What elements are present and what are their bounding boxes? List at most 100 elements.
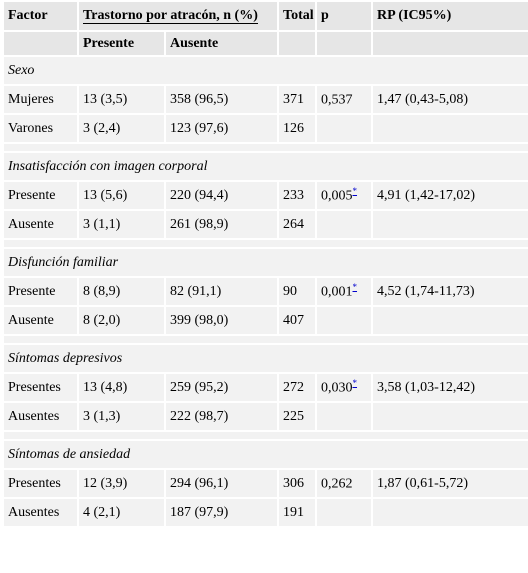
cell-ausente: 261 (98,9) (166, 211, 278, 238)
group-spacer (4, 144, 528, 151)
group-header-row: Insatisfacción con imagen corporal (4, 153, 528, 180)
table-row: Ausente 3 (1,1) 261 (98,9) 264 (4, 211, 528, 238)
cell-rp: 1,47 (0,43-5,08) (373, 86, 528, 113)
cell-total: 191 (279, 499, 316, 526)
cell-total: 233 (279, 182, 316, 209)
table-row: Presentes 12 (3,9) 294 (96,1) 306 0,262 1,87 … (4, 470, 528, 497)
cell-ausente: 220 (94,4) (166, 182, 278, 209)
cell-p: 0,001* (317, 278, 372, 305)
spacer-cell (4, 432, 528, 439)
cell-p (317, 307, 372, 334)
cell-total: 407 (279, 307, 316, 334)
table-row: Ausente 8 (2,0) 399 (98,0) 407 (4, 307, 528, 334)
cell-total: 264 (279, 211, 316, 238)
footnote-link[interactable]: * (352, 186, 358, 197)
cell-p (317, 403, 372, 430)
cell-rp (373, 499, 528, 526)
row-label: Ausente (4, 211, 77, 238)
col-trastorno-label: Trastorno por atracón, n (%) (83, 8, 258, 24)
table-body: Sexo Mujeres 13 (3,5) 358 (96,5) 371 0,537 1,4… (4, 57, 528, 526)
table-row: Presente 8 (8,9) 82 (91,1) 90 0,001* 4,52 (1,… (4, 278, 528, 305)
row-label: Ausentes (4, 403, 77, 430)
col-rp: RP (IC95%) (373, 2, 528, 30)
row-label: Presentes (4, 374, 77, 401)
cell-presente: 13 (3,5) (79, 86, 164, 113)
footnote-link[interactable]: * (352, 378, 358, 389)
table-row: Mujeres 13 (3,5) 358 (96,5) 371 0,537 1,47 (0… (4, 86, 528, 113)
cell-rp (373, 403, 528, 430)
col-trastorno: Trastorno por atracón, n (%) (79, 2, 278, 30)
group-spacer (4, 432, 528, 439)
cell-presente: 12 (3,9) (79, 470, 164, 497)
cell-presente: 3 (1,1) (79, 211, 164, 238)
group-title: Disfunción familiar (4, 249, 528, 276)
group-title: Insatisfacción con imagen corporal (4, 153, 528, 180)
spacer-cell (4, 336, 528, 343)
table-row: Ausentes 3 (1,3) 222 (98,7) 225 (4, 403, 528, 430)
group-spacer (4, 336, 528, 343)
p-value: 0,262 (321, 476, 353, 492)
table-row: Presentes 13 (4,8) 259 (95,2) 272 0,030* 3,58… (4, 374, 528, 401)
cell-ausente: 399 (98,0) (166, 307, 278, 334)
group-header-row: Síntomas depresivos (4, 345, 528, 372)
spacer-cell (4, 240, 528, 247)
cell-p: 0,537 (317, 86, 372, 113)
cell-presente: 3 (1,3) (79, 403, 164, 430)
spacer-cell (4, 144, 528, 151)
footnote-link[interactable]: * (352, 282, 358, 293)
p-value: 0,537 (321, 92, 353, 108)
cell-rp: 4,91 (1,42-17,02) (373, 182, 528, 209)
col-presente: Presente (79, 32, 164, 55)
row-label: Ausente (4, 307, 77, 334)
cell-presente: 4 (2,1) (79, 499, 164, 526)
cell-presente: 8 (2,0) (79, 307, 164, 334)
subheader-blank (4, 32, 77, 55)
cell-total: 90 (279, 278, 316, 305)
cell-p: 0,262 (317, 470, 372, 497)
cell-p (317, 211, 372, 238)
group-title: Sexo (4, 57, 528, 84)
cell-ausente: 259 (95,2) (166, 374, 278, 401)
cell-ausente: 82 (91,1) (166, 278, 278, 305)
table-row: Ausentes 4 (2,1) 187 (97,9) 191 (4, 499, 528, 526)
cell-ausente: 187 (97,9) (166, 499, 278, 526)
col-total: Total (279, 2, 316, 30)
subheader-blank (279, 32, 316, 55)
group-spacer (4, 240, 528, 247)
cell-presente: 13 (4,8) (79, 374, 164, 401)
cell-rp: 3,58 (1,03-12,42) (373, 374, 528, 401)
group-header-row: Síntomas de ansiedad (4, 441, 528, 468)
cell-rp (373, 307, 528, 334)
cell-rp: 1,87 (0,61-5,72) (373, 470, 528, 497)
group-header-row: Disfunción familiar (4, 249, 528, 276)
group-title: Síntomas de ansiedad (4, 441, 528, 468)
results-table: Factor Trastorno por atracón, n (%) Tota… (2, 0, 528, 528)
col-p: p (317, 2, 372, 30)
cell-ausente: 294 (96,1) (166, 470, 278, 497)
row-label: Mujeres (4, 86, 77, 113)
cell-total: 225 (279, 403, 316, 430)
cell-rp: 4,52 (1,74-11,73) (373, 278, 528, 305)
subheader-blank (373, 32, 528, 55)
table-row: Presente 13 (5,6) 220 (94,4) 233 0,005* 4,91 … (4, 182, 528, 209)
cell-ausente: 123 (97,6) (166, 115, 278, 142)
cell-rp (373, 115, 528, 142)
col-factor: Factor (4, 2, 77, 30)
subheader-blank (317, 32, 372, 55)
cell-total: 126 (279, 115, 316, 142)
row-label: Ausentes (4, 499, 77, 526)
cell-p: 0,005* (317, 182, 372, 209)
table-row: Varones 3 (2,4) 123 (97,6) 126 (4, 115, 528, 142)
cell-p (317, 115, 372, 142)
group-title: Síntomas depresivos (4, 345, 528, 372)
cell-presente: 8 (8,9) (79, 278, 164, 305)
p-value: 0,030 (321, 380, 353, 396)
row-label: Presente (4, 278, 77, 305)
group-header-row: Sexo (4, 57, 528, 84)
cell-total: 371 (279, 86, 316, 113)
cell-ausente: 222 (98,7) (166, 403, 278, 430)
cell-rp (373, 211, 528, 238)
cell-ausente: 358 (96,5) (166, 86, 278, 113)
cell-presente: 13 (5,6) (79, 182, 164, 209)
row-label: Varones (4, 115, 77, 142)
